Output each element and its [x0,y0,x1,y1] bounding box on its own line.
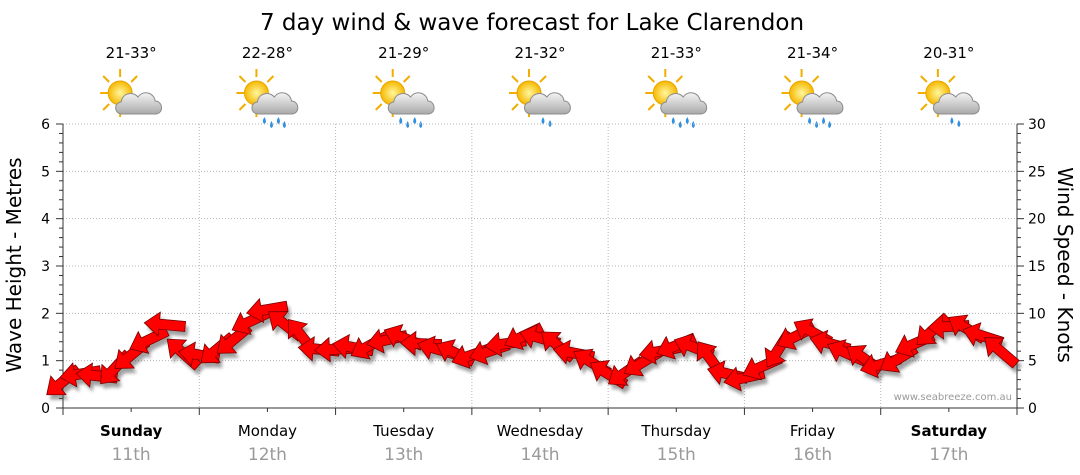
right-tick-label: 5 [1028,354,1037,370]
sun-cloud-rain-icon [235,68,299,128]
sun-cloud-light-rain-icon [508,68,572,127]
source-credit: www.seabreeze.com.au [894,392,1012,403]
day-label: Sunday [100,422,163,440]
sun-cloud-rain-icon [780,68,844,128]
right-axis-title: Wind Speed - Knots [1053,167,1077,363]
left-tick-label: 4 [41,212,50,228]
right-tick-label: 25 [1028,164,1046,180]
right-tick-label: 20 [1028,212,1046,228]
left-tick-label: 5 [41,164,50,180]
sun-cloud-light-rain-icon [916,68,981,127]
wind-arrow [246,297,289,324]
left-tick-label: 2 [41,306,50,322]
date-label: 16th [793,445,832,465]
day-temp-range: 22-28° [242,44,293,62]
day-label: Monday [238,422,297,440]
date-label: 14th [520,445,559,465]
day-label: Thursday [640,422,711,440]
day-label: Tuesday [372,422,434,440]
day-temp-range: 21-29° [378,44,429,62]
right-tick-label: 0 [1028,401,1037,417]
day-label: Saturday [911,422,988,440]
date-label: 15th [657,445,696,465]
right-tick-label: 15 [1028,259,1046,275]
day-temp-range: 20-31° [923,44,974,62]
sun-cloud-icon [99,68,163,118]
day-temp-range: 21-33° [106,44,157,62]
right-tick-label: 30 [1028,117,1046,133]
day-label: Wednesday [497,422,584,440]
right-tick-label: 10 [1028,306,1046,322]
left-tick-label: 6 [41,117,50,133]
sun-cloud-rain-icon [371,68,436,128]
day-label: Friday [790,422,836,440]
wind-arrow [984,337,1020,369]
date-label: 17th [929,445,968,465]
left-tick-label: 3 [41,259,50,275]
left-axis-title: Wave Height - Metres [2,157,26,372]
date-label: 13th [384,445,423,465]
day-temp-range: 21-32° [514,44,565,62]
chart-title: 7 day wind & wave forecast for Lake Clar… [260,10,804,36]
left-tick-label: 0 [41,401,50,417]
day-temp-range: 21-33° [651,44,702,62]
sun-cloud-rain-icon [644,68,708,128]
date-label: 12th [248,445,287,465]
date-label: 11th [112,445,151,465]
left-tick-label: 1 [41,354,50,370]
day-temp-range: 21-34° [787,44,838,62]
wind-arrow [143,311,187,337]
